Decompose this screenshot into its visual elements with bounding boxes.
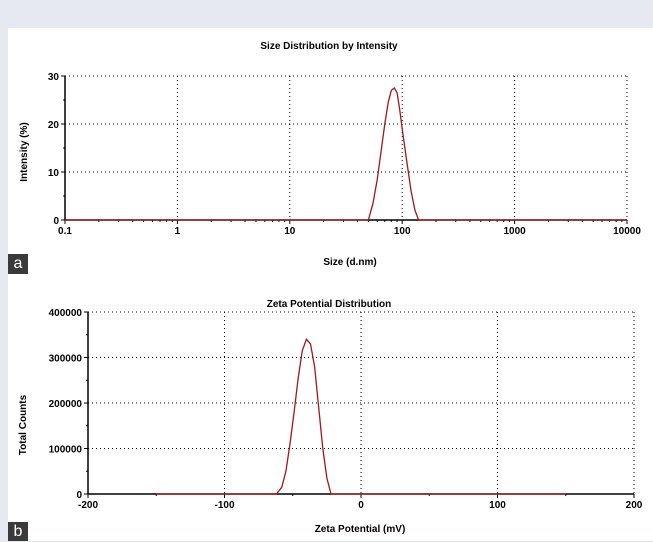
b-x-tick-label: 200 xyxy=(626,500,643,511)
figure-panel: Size Distribution by Intensity 0.1 1 10 100… xyxy=(8,28,653,541)
a-y-tick-label: 0 xyxy=(53,216,59,227)
b-y-tick-label: 400000 xyxy=(49,308,83,319)
b-x-tick-label: -200 xyxy=(78,500,98,511)
a-y-tick-label: 20 xyxy=(48,120,60,131)
a-y-tick-label: 10 xyxy=(48,168,60,179)
b-y-tick-label: 200000 xyxy=(49,399,83,410)
chart-a-title: Size Distribution by Intensity xyxy=(260,41,398,52)
chart-b-ylabel: Total Counts xyxy=(18,394,29,455)
panel-label-b: b xyxy=(8,522,28,541)
b-x-tick-label: 0 xyxy=(358,500,364,511)
chart-b-title: Zeta Potential Distribution xyxy=(267,299,391,310)
chart-b-axes xyxy=(84,311,635,498)
a-x-tick-label: 1000 xyxy=(503,226,526,237)
charts-svg: Size Distribution by Intensity 0.1 1 10 100… xyxy=(18,41,643,535)
chart-a-xlabel: Size (d.nm) xyxy=(323,257,376,268)
a-y-tick-label: 30 xyxy=(48,72,60,83)
b-x-tick-label: 100 xyxy=(489,500,506,511)
chart-b-xlabel: Zeta Potential (mV) xyxy=(315,524,406,535)
chart-a-ticks: 0.1 1 10 100 1000 10000 0 10 20 30 xyxy=(48,72,641,237)
a-x-tick-label: 10 xyxy=(284,226,296,237)
chart-a-ylabel: Intensity (%) xyxy=(19,122,30,181)
chart-b: Zeta Potential Distribution -200 -100 0 100… xyxy=(18,299,643,535)
chart-b-grid xyxy=(88,311,635,494)
chart-b-series-line xyxy=(156,338,566,495)
chart-a-grid xyxy=(65,75,628,220)
a-x-tick-label: 0.1 xyxy=(58,226,72,237)
chart-a: Size Distribution by Intensity 0.1 1 10 100… xyxy=(19,41,641,268)
chart-a-axes xyxy=(61,75,628,224)
b-y-tick-label: 300000 xyxy=(49,354,83,365)
a-x-tick-label: 100 xyxy=(394,226,411,237)
chart-b-ticks: -200 -100 0 100 200 0 100000 200000 300000 400000 xyxy=(49,308,643,511)
b-x-tick-label: -100 xyxy=(214,500,234,511)
b-y-tick-label: 0 xyxy=(76,490,82,501)
b-y-tick-label: 100000 xyxy=(49,445,83,456)
a-x-tick-label: 1 xyxy=(175,226,181,237)
panel-label-a: a xyxy=(8,254,28,274)
a-x-tick-label: 10000 xyxy=(613,226,641,237)
chart-a-series-line xyxy=(65,87,627,221)
